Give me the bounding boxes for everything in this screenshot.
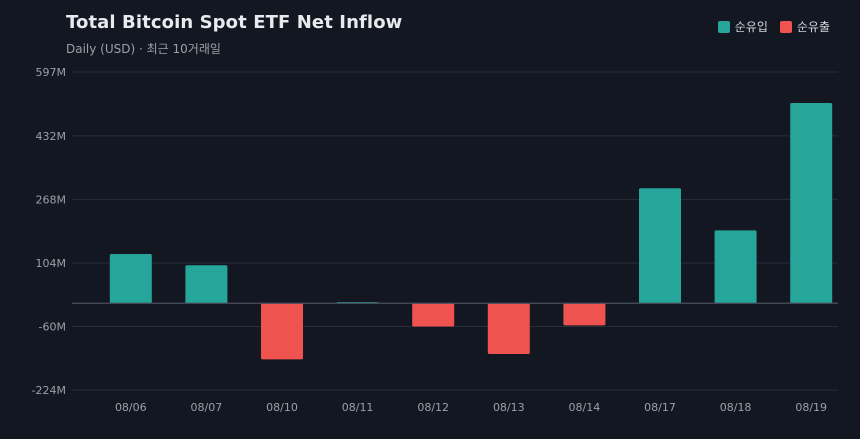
- legend-item-outflow[interactable]: 순유출: [779, 18, 830, 35]
- bar-08-17[interactable]: [639, 188, 681, 304]
- bar-08-07[interactable]: [185, 265, 228, 304]
- bar-08-12[interactable]: [412, 303, 455, 327]
- y-tick-label: 104M: [36, 257, 67, 270]
- y-tick-label: 268M: [36, 193, 67, 206]
- y-tick-label: -60M: [39, 320, 66, 333]
- x-tick-label: 08/11: [342, 401, 374, 414]
- x-tick-label: 08/13: [493, 401, 525, 414]
- x-tick-label: 08/10: [266, 401, 298, 414]
- x-tick-label: 08/19: [795, 401, 827, 414]
- y-tick-label: 597M: [36, 66, 67, 79]
- bar-08-06[interactable]: [109, 254, 152, 304]
- bar-08-10[interactable]: [261, 303, 303, 360]
- x-tick-label: 08/14: [569, 401, 601, 414]
- bar-08-13[interactable]: [487, 303, 530, 354]
- y-tick-label: 432M: [36, 130, 67, 143]
- x-tick-label: 08/07: [191, 401, 223, 414]
- legend-swatch-inflow: [717, 20, 730, 33]
- legend-swatch-outflow: [779, 20, 792, 33]
- bar-08-14[interactable]: [563, 303, 606, 326]
- chart-title: Total Bitcoin Spot ETF Net Inflow: [66, 12, 403, 33]
- legend-label-inflow: 순유입: [734, 20, 768, 34]
- y-tick-label: -224M: [32, 384, 66, 397]
- x-tick-label: 08/18: [720, 401, 752, 414]
- x-tick-label: 08/17: [644, 401, 676, 414]
- bar-08-19[interactable]: [790, 102, 833, 304]
- x-tick-label: 08/12: [417, 401, 449, 414]
- legend: 순유입 순유출: [717, 18, 830, 35]
- chart-subtitle: Daily (USD) · 최근 10거래일: [66, 42, 221, 56]
- legend-label-outflow: 순유출: [796, 20, 830, 34]
- legend-item-inflow[interactable]: 순유입: [717, 18, 768, 35]
- bar-08-18[interactable]: [714, 230, 757, 304]
- x-tick-label: 08/06: [115, 401, 147, 414]
